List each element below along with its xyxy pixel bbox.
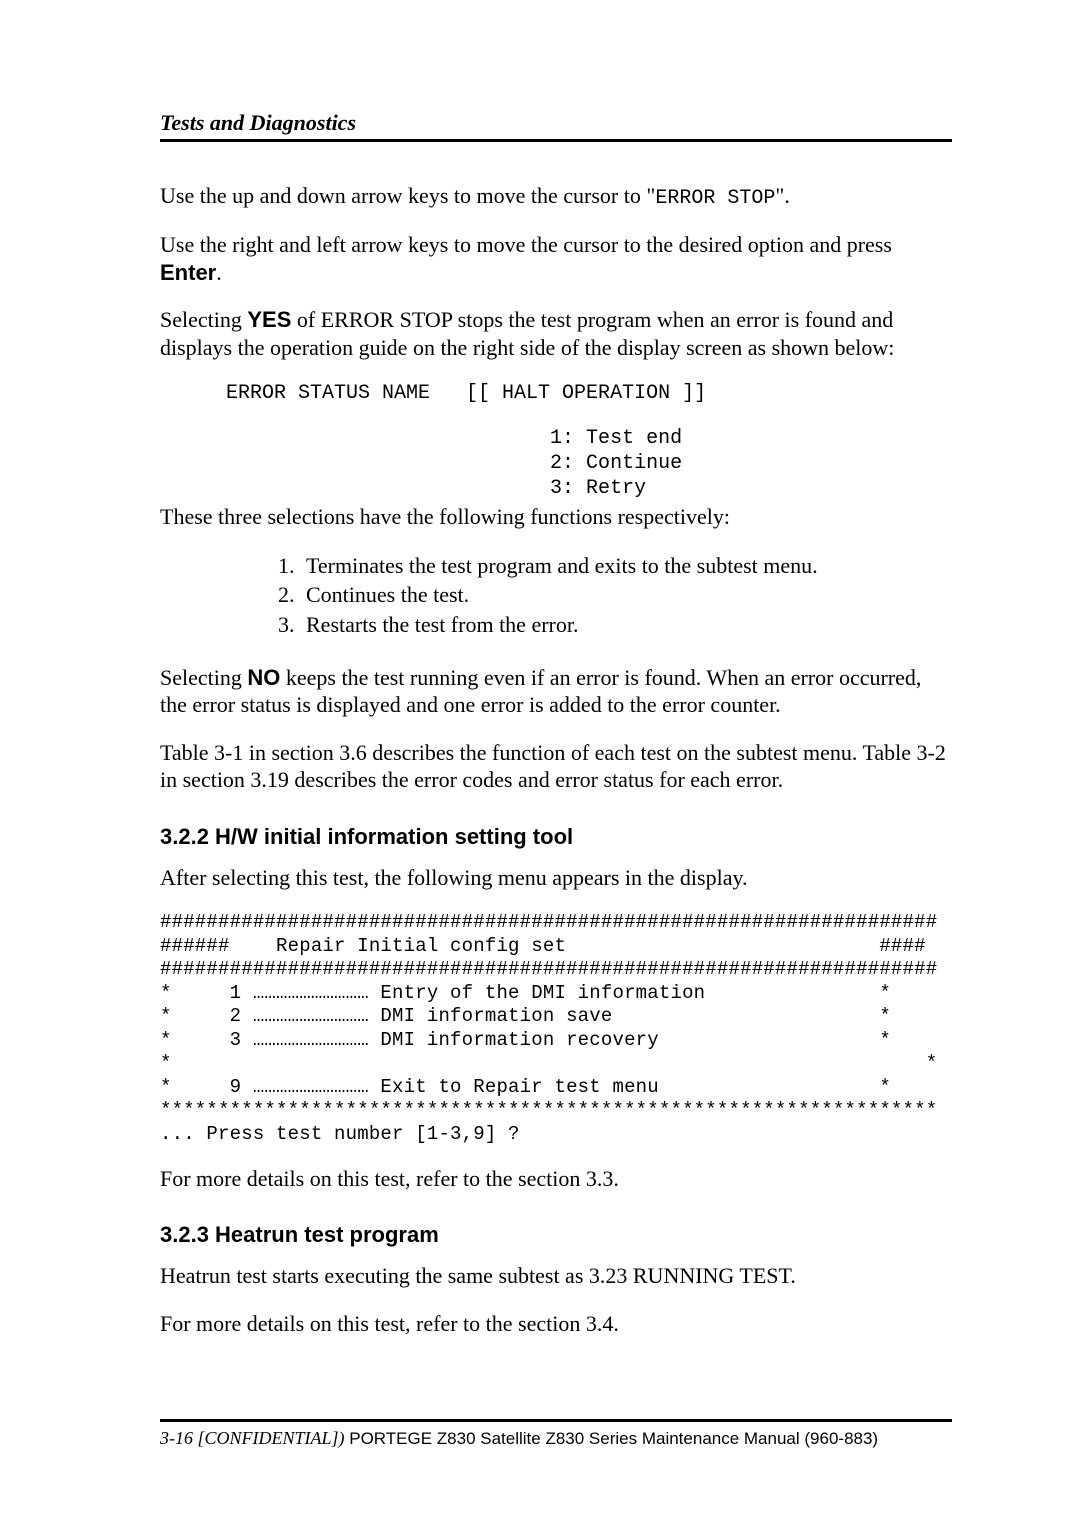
menu-l9: ****************************************… — [160, 1099, 937, 1121]
numbered-list: Terminates the test program and exits to… — [160, 551, 952, 640]
footer-italic: 3-16 [CONFIDENTIAL]) — [160, 1428, 345, 1448]
list-item-1: Terminates the test program and exits to… — [300, 551, 952, 581]
menu-l10: ... Press test number [1-3,9] ? — [160, 1123, 520, 1145]
menu-l5: * 2 ………………………… DMI information save * — [160, 1005, 891, 1027]
p1-code: ERROR STOP — [655, 187, 775, 210]
code1-line4: 3: Retry — [226, 476, 952, 501]
menu-l8: * 9 ………………………… Exit to Repair test menu … — [160, 1076, 891, 1098]
p2-pre: Use the right and left arrow keys to mov… — [160, 232, 892, 257]
p2-post: . — [216, 260, 222, 285]
p3-bold: YES — [247, 307, 291, 332]
header-rule — [160, 139, 952, 142]
code1-blank — [226, 406, 952, 426]
paragraph-8: For more details on this test, refer to … — [160, 1165, 952, 1193]
heading-322: 3.2.2 H/W initial information setting to… — [160, 824, 952, 850]
footer-rest: PORTEGE Z830 Satellite Z830 Series Maint… — [345, 1429, 879, 1448]
paragraph-5: Selecting NO keeps the test running even… — [160, 664, 952, 719]
menu-l6: * 3 ………………………… DMI information recovery … — [160, 1029, 891, 1051]
paragraph-7: After selecting this test, the following… — [160, 864, 952, 892]
menu-l3: ########################################… — [160, 958, 937, 980]
list-item-2: Continues the test. — [300, 580, 952, 610]
page-footer: 3-16 [CONFIDENTIAL]) PORTEGE Z830 Satell… — [160, 1419, 952, 1449]
p5-pre: Selecting — [160, 665, 247, 690]
p1-post: ". — [775, 183, 789, 208]
heading-323: 3.2.3 Heatrun test program — [160, 1222, 952, 1248]
menu-l2: ###### Repair Initial config set #### — [160, 935, 926, 957]
code-block-1: ERROR STATUS NAME [[ HALT OPERATION ]] 1… — [160, 381, 952, 501]
menu-l7: * * — [160, 1052, 937, 1074]
menu-l1: ########################################… — [160, 911, 937, 933]
page-header: Tests and Diagnostics — [160, 110, 952, 139]
list-item-3: Restarts the test from the error. — [300, 610, 952, 640]
code1-line2: 1: Test end — [226, 426, 952, 451]
footer-rule — [160, 1419, 952, 1422]
page-container: Tests and Diagnostics Use the up and dow… — [0, 0, 1080, 1527]
p3-pre: Selecting — [160, 307, 247, 332]
paragraph-9: Heatrun test starts executing the same s… — [160, 1262, 952, 1290]
code1-line3: 2: Continue — [226, 451, 952, 476]
code1-line1: ERROR STATUS NAME [[ HALT OPERATION ]] — [226, 381, 952, 406]
menu-block: ########################################… — [160, 911, 952, 1146]
p2-bold: Enter — [160, 260, 216, 285]
paragraph-4: These three selections have the followin… — [160, 503, 952, 531]
paragraph-6: Table 3-1 in section 3.6 describes the f… — [160, 739, 952, 794]
p1-pre: Use the up and down arrow keys to move t… — [160, 183, 655, 208]
paragraph-1: Use the up and down arrow keys to move t… — [160, 182, 952, 211]
paragraph-3: Selecting YES of ERROR STOP stops the te… — [160, 306, 952, 361]
menu-l4: * 1 ………………………… Entry of the DMI informat… — [160, 982, 891, 1004]
paragraph-2: Use the right and left arrow keys to mov… — [160, 231, 952, 286]
p5-bold: NO — [247, 665, 280, 690]
paragraph-10: For more details on this test, refer to … — [160, 1310, 952, 1338]
